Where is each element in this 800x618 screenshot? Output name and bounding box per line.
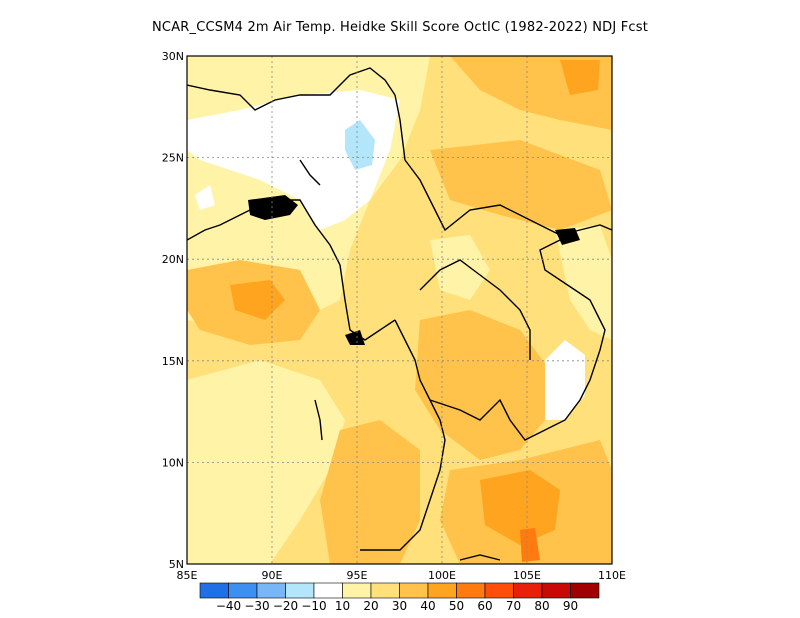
skill-field [187, 56, 612, 564]
lon-tick-label: 90E [262, 569, 283, 582]
colorbar-swatch [285, 582, 315, 599]
lat-tick-label: 15N [162, 355, 184, 368]
colorbar-swatch [199, 582, 229, 599]
colorbar-label: 50 [449, 599, 464, 613]
colorbar-swatch [228, 582, 258, 599]
lat-tick-label: 10N [162, 456, 184, 469]
colorbar-label: 60 [477, 599, 492, 613]
colorbar-swatch [513, 582, 543, 599]
colorbar-label: −10 [301, 599, 326, 613]
chart-title: NCAR_CCSM4 2m Air Temp. Heidke Skill Sco… [152, 20, 648, 35]
colorbar-label: 40 [420, 599, 435, 613]
lon-tick-label: 95E [347, 569, 368, 582]
colorbar-label: 70 [506, 599, 521, 613]
lat-ticks: 5N 10N 15N 20N 25N 30N [162, 50, 184, 571]
colorbar-label: 30 [392, 599, 407, 613]
lon-tick-label: 100E [428, 569, 456, 582]
colorbar-swatch [541, 582, 571, 599]
colorbar-label: 90 [563, 599, 578, 613]
colorbar-label: 10 [335, 599, 350, 613]
colorbar-label: −30 [244, 599, 269, 613]
delta-regions [248, 195, 580, 345]
lat-tick-label: 25N [162, 152, 184, 165]
coastlines [187, 67, 612, 561]
colorbar-swatch [427, 582, 457, 599]
plot-frame [186, 55, 613, 565]
lon-tick-label: 85E [177, 569, 198, 582]
colorbar-label: −20 [273, 599, 298, 613]
lat-tick-label: 20N [162, 253, 184, 266]
colorbar-swatch [570, 582, 600, 599]
grid-lines [187, 56, 612, 564]
colorbar-swatch [484, 582, 514, 599]
colorbar-swatch [370, 582, 400, 599]
colorbar-swatch [456, 582, 486, 599]
lon-ticks: 85E 90E 95E 100E 105E 110E [177, 569, 626, 582]
lon-tick-label: 105E [513, 569, 541, 582]
lat-tick-label: 30N [162, 50, 184, 63]
lon-tick-label: 110E [598, 569, 626, 582]
colorbar-swatch [256, 582, 286, 599]
colorbar-label: 20 [363, 599, 378, 613]
lat-tick-label: 5N [169, 558, 184, 571]
colorbar-label: −40 [216, 599, 241, 613]
colorbar: −40 −30 −20 −10 10 20 30 40 50 60 70 80 90 [199, 582, 600, 613]
colorbar-swatch [342, 582, 372, 599]
colorbar-swatch [313, 582, 343, 599]
colorbar-label: 80 [534, 599, 549, 613]
colorbar-swatch [399, 582, 429, 599]
